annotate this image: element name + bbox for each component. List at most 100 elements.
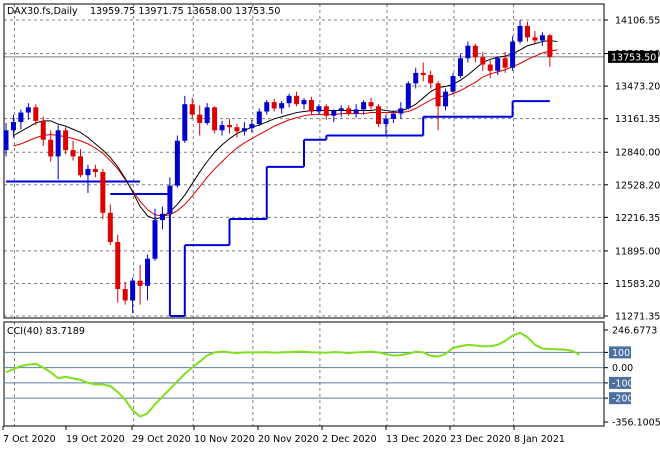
bear-candle (435, 83, 441, 107)
bear-candle (376, 106, 381, 125)
bull-candle (465, 45, 471, 59)
bull-candle (182, 104, 188, 141)
price-panel-frame (3, 3, 605, 319)
bull-candle (279, 103, 285, 109)
bear-candle (547, 35, 553, 57)
cci-tick-label: -356.1005 (612, 418, 660, 429)
symbol-label: DAX30.fs,Daily (7, 6, 78, 17)
red-moving-average (13, 49, 558, 217)
bull-candle (405, 83, 411, 109)
bear-candle (78, 156, 83, 176)
bear-candle (197, 114, 203, 123)
bull-candle (443, 91, 449, 107)
bear-candle (100, 172, 106, 213)
bull-candle (85, 168, 91, 176)
bull-candle (286, 95, 292, 104)
bear-candle (70, 150, 76, 157)
bear-candle (122, 288, 128, 301)
bull-candle (338, 108, 344, 111)
bull-candle (3, 130, 9, 151)
bull-candle (130, 280, 136, 301)
bear-candle (137, 280, 143, 286)
cci-tick-label: 0.00 (612, 363, 633, 374)
ohlc-label: 13959.75 13971.75 13658.00 13753.50 (90, 6, 280, 17)
cci-level-badge (609, 346, 631, 359)
bear-candle (480, 57, 486, 65)
bull-candle (413, 72, 419, 84)
bull-candle (25, 107, 31, 113)
bear-candle (234, 127, 240, 132)
bear-candle (48, 139, 54, 157)
bull-candle (316, 106, 322, 112)
bear-candle (107, 212, 113, 243)
bull-candle (450, 76, 456, 92)
bear-candle (294, 95, 300, 105)
price-tick-label: 13161.35 (615, 114, 660, 125)
bull-candle (398, 108, 404, 114)
bull-candle (174, 140, 180, 186)
bull-candle (361, 102, 367, 110)
price-tick-label: 13473.20 (615, 82, 660, 93)
price-tick-label: 12840.00 (615, 148, 660, 159)
bull-candle (18, 112, 24, 122)
price-tick-label: 11895.00 (615, 246, 660, 257)
bull-candle (55, 130, 61, 157)
bear-candle (271, 102, 277, 109)
bull-candle (539, 35, 545, 41)
bull-candle (495, 58, 501, 71)
black-moving-average (13, 40, 558, 220)
bull-candle (517, 25, 523, 42)
price-tick-label: 14106.55 (615, 16, 660, 27)
time-tick-label: 19 Oct 2020 (66, 434, 125, 445)
bull-candle (383, 118, 389, 125)
bear-candle (308, 100, 314, 112)
bear-candle (63, 130, 69, 151)
bear-candle (33, 107, 39, 121)
bull-candle (331, 110, 337, 116)
cci-line (5, 331, 581, 418)
time-tick-label: 7 Oct 2020 (3, 434, 56, 445)
cci-tick-label: -100 (612, 378, 634, 389)
bear-candle (189, 104, 195, 115)
bear-candle (227, 125, 232, 128)
bear-candle (525, 25, 530, 38)
bull-candle (167, 185, 173, 214)
bear-candle (428, 74, 434, 84)
bear-candle (346, 108, 352, 114)
bear-candle (502, 58, 508, 68)
bull-candle (241, 128, 247, 132)
time-tick-label: 8 Jan 2021 (514, 434, 565, 445)
bull-candle (145, 258, 151, 286)
time-tick-label: 23 Dec 2020 (450, 434, 511, 445)
bear-candle (472, 45, 478, 58)
bull-candle (457, 58, 463, 77)
bear-candle (323, 106, 329, 116)
bull-candle (10, 121, 16, 131)
candlestick-series (3, 20, 553, 314)
current-price-label: 13753.50 (611, 52, 656, 63)
price-tick-label: 11583.20 (615, 279, 660, 290)
current-price-marker: 13753.50 (608, 50, 658, 63)
bear-candle (420, 72, 426, 75)
bull-candle (353, 109, 359, 114)
cci-grid (13, 322, 515, 426)
price-grid (4, 4, 604, 318)
time-tick-label: 13 Dec 2020 (386, 434, 447, 445)
bear-candle (532, 37, 538, 41)
bear-candle (368, 102, 374, 107)
price-tick-label: 12528.20 (615, 180, 660, 191)
bear-candle (40, 120, 46, 140)
cci-label: CCI(40) 83.7189 (7, 326, 85, 337)
bull-candle (256, 111, 262, 125)
bull-candle (264, 102, 270, 112)
bear-candle (212, 107, 218, 131)
cci-axis: 246.6773 100 0.00 -100 -200 -356.1005 (604, 326, 660, 429)
cci-tick-label: 100 (612, 348, 630, 359)
bull-candle (219, 125, 225, 131)
bull-candle (390, 113, 396, 119)
bull-candle (152, 220, 158, 259)
cci-level-badge (609, 376, 631, 389)
cci-level-badge (609, 392, 631, 405)
time-axis: 7 Oct 2020 19 Oct 2020 29 Oct 2020 10 Nov 2… (2, 426, 565, 445)
